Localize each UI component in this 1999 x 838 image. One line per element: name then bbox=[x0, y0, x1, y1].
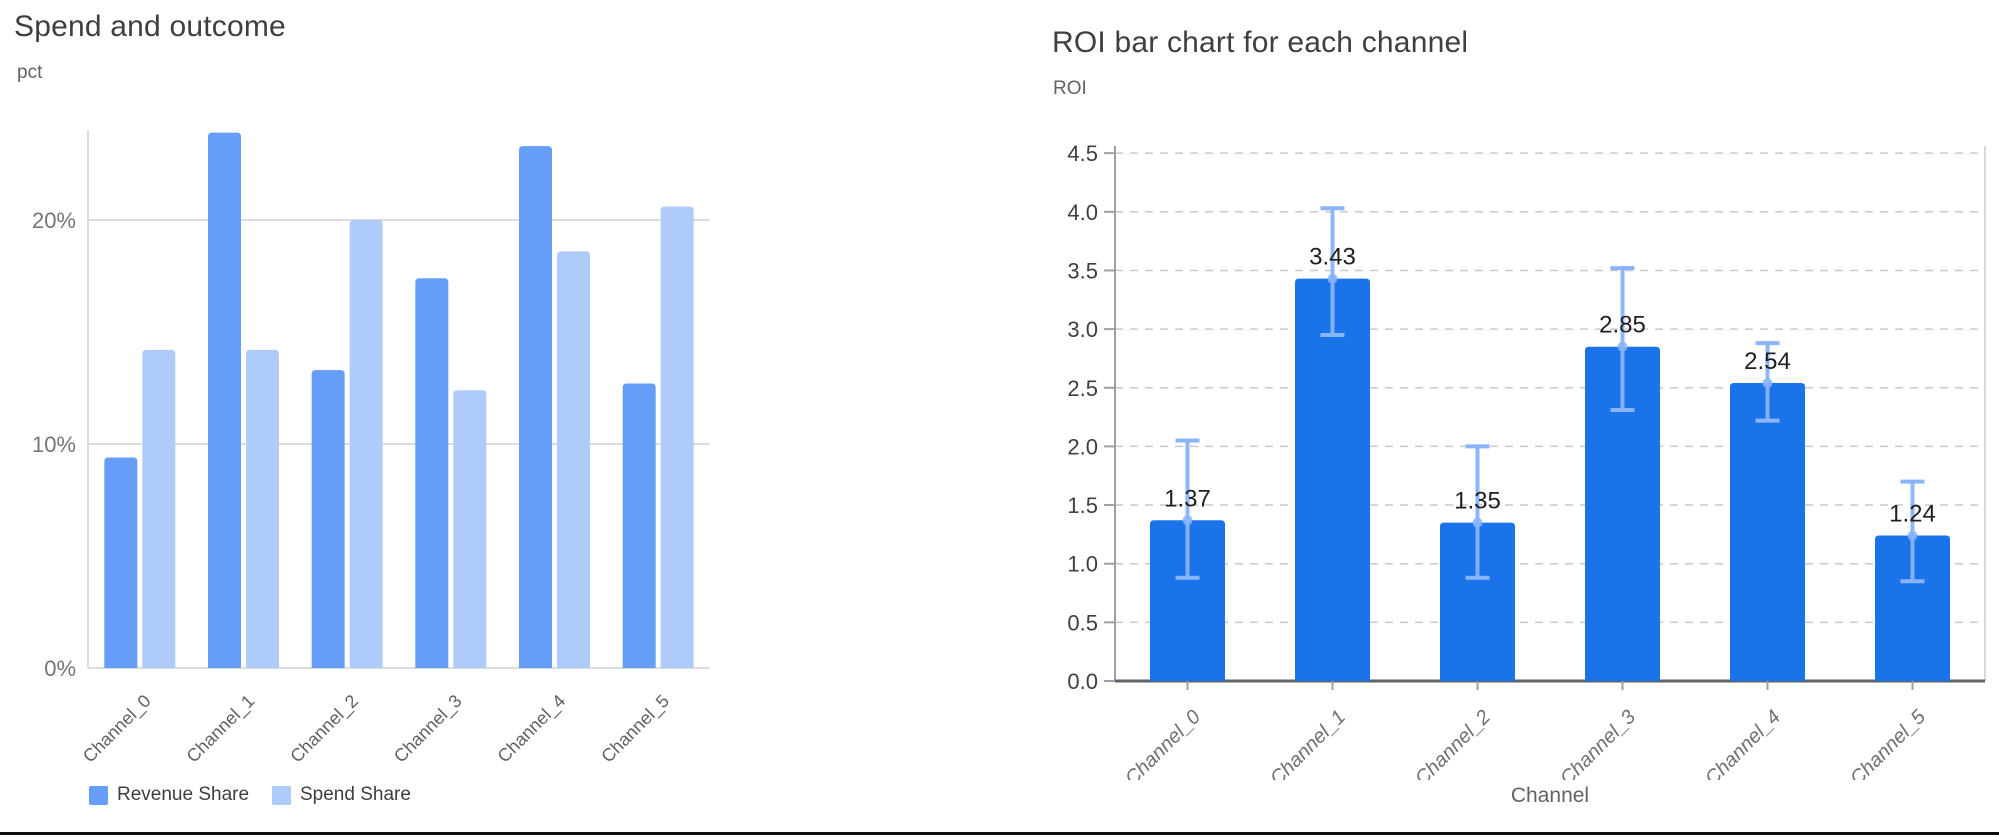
right-y-tick-label: 1.0 bbox=[1067, 552, 1098, 577]
left-x-tick-label: Channel_3 bbox=[390, 691, 466, 767]
right-x-tick-label: Channel_4 bbox=[1701, 706, 1785, 780]
left-y-tick-label: 10% bbox=[32, 432, 76, 457]
bar-spend-share[interactable] bbox=[660, 206, 694, 668]
right-y-tick-label: 2.5 bbox=[1067, 376, 1098, 401]
bar-revenue-share[interactable] bbox=[208, 132, 241, 668]
bar-spend-share[interactable] bbox=[246, 349, 279, 668]
right-y-tick-label: 4.5 bbox=[1067, 141, 1098, 166]
bar-revenue-share[interactable] bbox=[415, 278, 449, 668]
left-chart-title: Spend and outcome bbox=[14, 10, 286, 43]
left-y-tick-label: 0% bbox=[44, 656, 76, 681]
legend-item-spend-share: Spend Share bbox=[272, 784, 411, 806]
right-x-axis-title: Channel bbox=[1510, 784, 1590, 807]
bar-roi[interactable] bbox=[1875, 535, 1950, 681]
error-bar-center-marker bbox=[1762, 378, 1773, 389]
bar-spend-share[interactable] bbox=[557, 251, 590, 669]
error-bar-center-marker bbox=[1617, 341, 1628, 352]
right-y-tick-label: 4.0 bbox=[1067, 200, 1098, 225]
bar-spend-share[interactable] bbox=[453, 390, 487, 668]
bar-value-label: 3.43 bbox=[1309, 244, 1356, 271]
bar-roi[interactable] bbox=[1150, 520, 1225, 681]
bar-revenue-share[interactable] bbox=[519, 146, 552, 668]
right-x-tick-label: Channel_1 bbox=[1266, 706, 1350, 780]
right-y-tick-label: 1.5 bbox=[1067, 493, 1098, 518]
bar-value-label: 2.54 bbox=[1744, 348, 1791, 375]
error-bar-center-marker bbox=[1907, 530, 1918, 541]
left-chart-plot-area[interactable]: 0% 10% 20% Channel_0 Channel_1 Channel_2 Chann… bbox=[0, 0, 760, 770]
right-y-tick-label: 3.5 bbox=[1067, 258, 1098, 283]
spend-share-swatch-icon bbox=[272, 785, 291, 805]
left-x-tick-label: Channel_2 bbox=[286, 691, 362, 767]
bar-value-label: 1.37 bbox=[1164, 485, 1211, 512]
right-y-tick-label: 2.0 bbox=[1067, 434, 1098, 459]
right-y-tick-label: 3.0 bbox=[1067, 317, 1098, 342]
bar-roi[interactable] bbox=[1585, 346, 1660, 681]
left-x-tick-label: Channel_1 bbox=[183, 691, 259, 767]
bar-spend-share[interactable] bbox=[142, 349, 176, 668]
bar-revenue-share[interactable] bbox=[311, 370, 345, 668]
left-y-axis-unit-label: pct bbox=[17, 62, 43, 83]
right-x-tick-label: Channel_2 bbox=[1411, 706, 1495, 780]
bar-roi[interactable] bbox=[1295, 278, 1370, 681]
right-y-tick-label: 0.0 bbox=[1067, 669, 1098, 694]
right-x-tick-label: Channel_5 bbox=[1846, 705, 1931, 780]
roi-chart: ROI bar chart for each channel ROI 0.0 0.… bbox=[1040, 0, 1999, 838]
right-chart-plot-area[interactable]: 0.0 0.5 1.0 1.5 2.0 2.5 3.0 3.5 4.0 4.5 1.37 Channe… bbox=[1040, 0, 1999, 780]
revenue-share-swatch-icon bbox=[89, 785, 108, 805]
legend-item-revenue-share: Revenue Share bbox=[89, 784, 249, 806]
bar-revenue-share[interactable] bbox=[622, 383, 656, 668]
left-x-tick-label: Channel_0 bbox=[79, 691, 155, 767]
error-bar-center-marker bbox=[1327, 273, 1338, 284]
right-y-tick-label: 0.5 bbox=[1067, 610, 1098, 635]
right-chart-title: ROI bar chart for each channel bbox=[1052, 26, 1469, 59]
bar-value-label: 1.24 bbox=[1889, 501, 1936, 528]
right-x-tick-label: Channel_3 bbox=[1556, 706, 1640, 780]
legend-label-spend-share: Spend Share bbox=[300, 784, 411, 805]
left-x-tick-label: Channel_4 bbox=[494, 691, 570, 767]
error-bar-center-marker bbox=[1472, 517, 1483, 528]
right-x-tick-label: Channel_0 bbox=[1121, 706, 1205, 780]
spend-outcome-chart: Spend and outcome pct 0% 10% 20% Channel_0 C… bbox=[0, 0, 760, 838]
legend-label-revenue-share: Revenue Share bbox=[117, 784, 250, 805]
left-chart-legend: Revenue Share Spend Share bbox=[0, 784, 760, 808]
bar-roi[interactable] bbox=[1440, 522, 1515, 681]
bar-roi[interactable] bbox=[1730, 383, 1805, 681]
left-y-tick-label: 20% bbox=[32, 208, 76, 233]
right-y-axis-unit-label: ROI bbox=[1053, 78, 1087, 99]
bar-value-label: 1.35 bbox=[1454, 488, 1501, 515]
error-bar-center-marker bbox=[1182, 515, 1193, 526]
bar-revenue-share[interactable] bbox=[104, 457, 138, 668]
bar-value-label: 2.85 bbox=[1599, 312, 1646, 339]
bar-spend-share[interactable] bbox=[349, 220, 383, 668]
bottom-divider bbox=[0, 832, 1999, 835]
left-x-tick-label: Channel_5 bbox=[597, 691, 673, 767]
